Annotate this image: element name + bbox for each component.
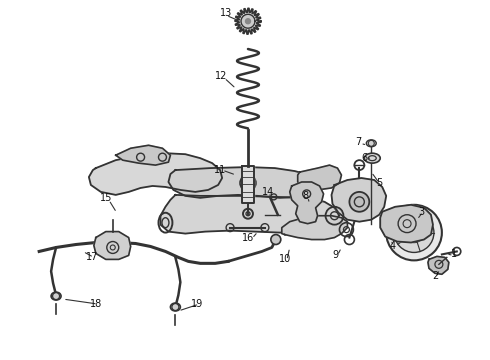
Ellipse shape (367, 140, 376, 147)
Polygon shape (161, 195, 340, 234)
Text: 14: 14 (262, 187, 274, 197)
Text: 16: 16 (242, 233, 254, 243)
Polygon shape (94, 231, 131, 260)
Text: 15: 15 (99, 193, 112, 203)
Text: 4: 4 (389, 242, 395, 252)
Polygon shape (116, 145, 171, 165)
Circle shape (386, 205, 442, 260)
Polygon shape (428, 256, 449, 274)
Polygon shape (380, 205, 433, 243)
Polygon shape (245, 19, 250, 24)
Text: 6: 6 (361, 153, 368, 163)
Circle shape (349, 192, 369, 212)
Ellipse shape (171, 303, 180, 311)
Polygon shape (169, 167, 319, 198)
Polygon shape (242, 166, 254, 203)
Text: 10: 10 (279, 255, 291, 264)
Text: 7: 7 (355, 137, 362, 147)
Ellipse shape (51, 292, 61, 300)
Text: 2: 2 (432, 271, 438, 281)
Text: 12: 12 (215, 71, 227, 81)
Polygon shape (241, 14, 255, 28)
Text: 13: 13 (220, 8, 232, 18)
Ellipse shape (365, 153, 380, 163)
Text: 18: 18 (90, 299, 102, 309)
Circle shape (404, 223, 424, 243)
Polygon shape (282, 216, 347, 239)
Text: 19: 19 (191, 299, 203, 309)
Text: 11: 11 (214, 165, 226, 175)
Polygon shape (332, 178, 386, 222)
Text: 17: 17 (86, 252, 98, 262)
Polygon shape (298, 165, 342, 190)
Text: 8: 8 (303, 191, 309, 201)
Polygon shape (89, 153, 222, 195)
Circle shape (394, 213, 434, 252)
Text: 1: 1 (451, 249, 457, 260)
Text: 9: 9 (332, 251, 339, 260)
Text: 3: 3 (418, 207, 424, 217)
Text: 5: 5 (376, 178, 382, 188)
Polygon shape (235, 8, 261, 34)
Circle shape (271, 235, 281, 244)
Polygon shape (290, 182, 323, 224)
